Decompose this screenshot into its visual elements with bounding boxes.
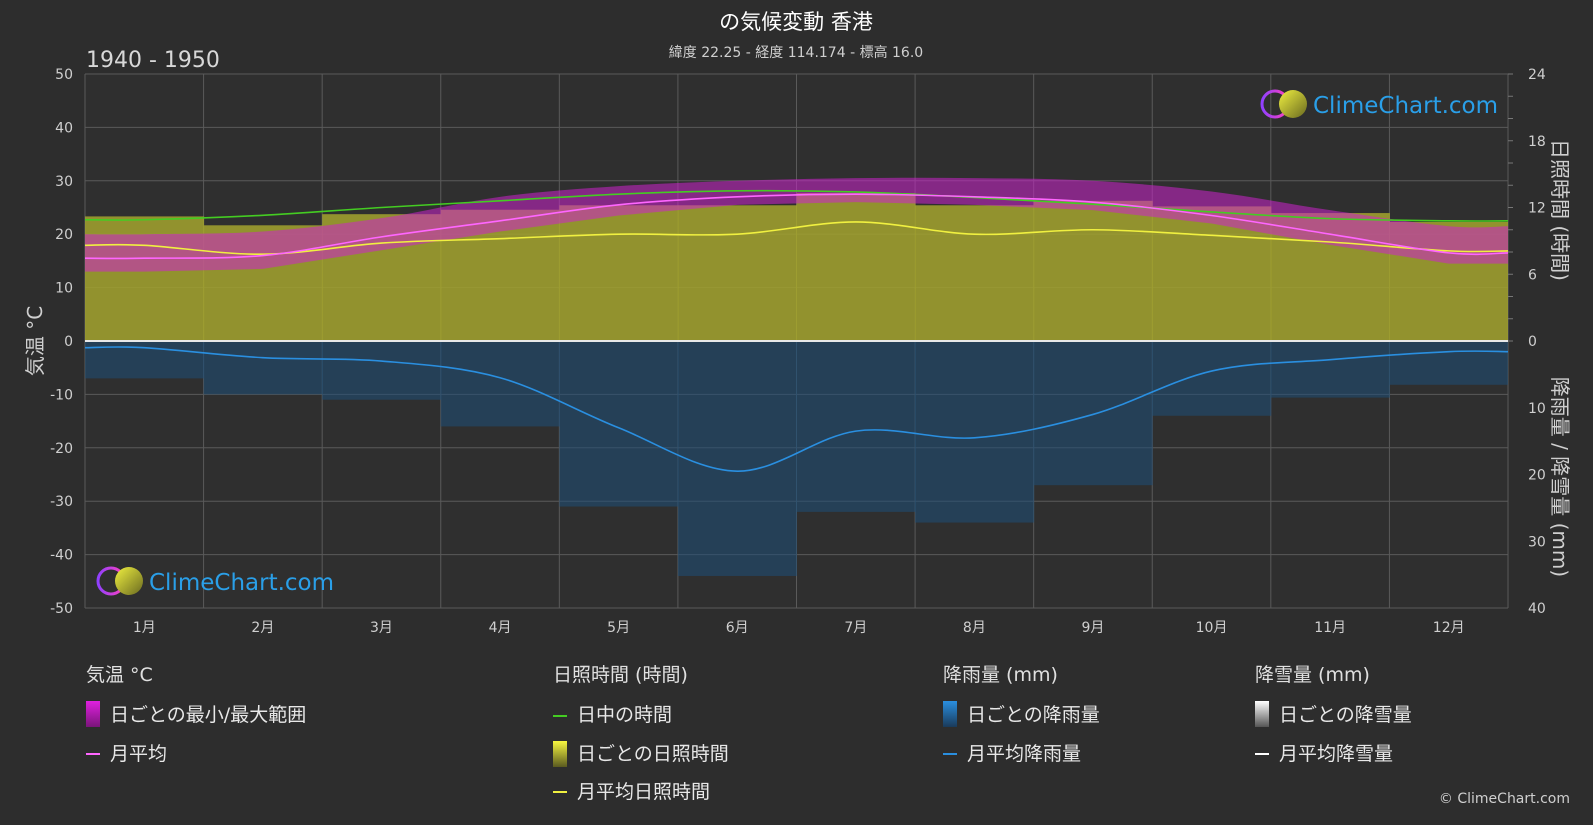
copyright: © ClimeChart.com xyxy=(1439,791,1570,807)
legend-snow: 降雪量 (mm) 日ごとの降雪量 月平均降雪量 xyxy=(1255,664,1412,765)
sun-tick-label: 24 xyxy=(1528,67,1546,83)
logo-sun-icon xyxy=(1279,90,1307,118)
watermark-text: ClimeChart.com xyxy=(1313,93,1498,119)
daylight-line xyxy=(85,189,1508,222)
rain-bar xyxy=(440,341,560,427)
right-bottom-axis-title: 降雨量 / 降雪量 (mm) xyxy=(1548,377,1572,577)
legend-temp: 気温 °C 日ごとの最小/最大範囲 月平均 xyxy=(86,664,306,765)
logo-sun-icon xyxy=(115,567,143,595)
sun-tick-label: 6 xyxy=(1528,267,1537,283)
rain-bar xyxy=(1152,341,1272,416)
legend-rain-avg-label: 月平均降雨量 xyxy=(967,743,1081,765)
sun-tick-label: 0 xyxy=(1528,334,1537,350)
rain-bar xyxy=(677,341,797,576)
temp-tick-label: 30 xyxy=(55,174,73,190)
legend-rain: 降雨量 (mm) 日ごとの降雨量 月平均降雨量 xyxy=(943,664,1100,765)
month-label: 2月 xyxy=(251,620,274,636)
chart-subtitle: 緯度 22.25 - 経度 114.174 - 標高 16.0 xyxy=(669,44,923,61)
temp-tick-label: 50 xyxy=(55,67,73,83)
legend-rain-daily-label: 日ごとの降雨量 xyxy=(967,704,1100,726)
legend-temp-avg-label: 月平均 xyxy=(110,743,167,765)
month-label: 1月 xyxy=(133,620,156,636)
sunshine-bar xyxy=(796,193,916,341)
month-label: 10月 xyxy=(1196,620,1228,636)
chart-title: の気候変動 香港 xyxy=(719,10,873,34)
temp-tick-label: -40 xyxy=(50,548,73,564)
precip-tick-label: 20 xyxy=(1528,468,1546,484)
sun-tick-label: 18 xyxy=(1528,134,1546,150)
data-layer xyxy=(85,177,1508,576)
legend-rain-daily-swatch xyxy=(943,701,957,727)
watermark-bottom: ClimeChart.com xyxy=(96,566,334,596)
period-label: 1940 - 1950 xyxy=(86,48,220,73)
sunshine-bar xyxy=(915,205,1035,341)
month-label: 7月 xyxy=(844,620,867,636)
sunshine-bar xyxy=(1033,200,1153,341)
left-axis-title: 気温 °C xyxy=(23,306,47,376)
sunshine-bar xyxy=(559,205,679,341)
temp-tick-label: 40 xyxy=(55,120,73,136)
month-label: 4月 xyxy=(489,620,512,636)
watermark-text: ClimeChart.com xyxy=(149,570,334,596)
precip-tick-label: 10 xyxy=(1528,401,1546,417)
temp-tick-label: -30 xyxy=(50,494,73,510)
rain-avg-line xyxy=(85,346,1508,472)
temp-tick-label: -50 xyxy=(50,601,73,617)
rain-bar xyxy=(1270,341,1390,398)
month-label: 11月 xyxy=(1314,620,1346,636)
temp-avg-line xyxy=(85,193,1508,260)
month-label: 12月 xyxy=(1433,620,1465,636)
legend-snow-daily-swatch xyxy=(1255,701,1269,727)
temp-tick-label: -10 xyxy=(50,387,73,403)
legend-sun-daily-swatch xyxy=(553,741,567,767)
temp-tick-label: 0 xyxy=(64,334,73,350)
legend-snow-header: 降雪量 (mm) xyxy=(1255,664,1370,686)
rain-bar xyxy=(796,341,916,512)
legend-daylight-label: 日中の時間 xyxy=(577,704,672,726)
month-label: 6月 xyxy=(726,620,749,636)
sun-tick-label: 12 xyxy=(1528,201,1546,217)
precip-tick-label: 40 xyxy=(1528,601,1546,617)
sunshine-bar xyxy=(677,205,797,341)
rain-bar xyxy=(559,341,679,507)
rain-bar xyxy=(322,341,442,400)
legend-temp-header: 気温 °C xyxy=(86,664,153,686)
watermark-top: ClimeChart.com xyxy=(1260,89,1498,119)
legend-snow-avg-label: 月平均降雪量 xyxy=(1279,743,1393,765)
axes: 50 40 30 20 10 0 -10 -20 -30 -40 -50 24 18 12 6 0 10 20 30… xyxy=(50,67,1546,636)
rain-bar xyxy=(1389,341,1508,385)
legend-temp-range-label: 日ごとの最小/最大範囲 xyxy=(110,704,306,726)
legend-temp-range-swatch xyxy=(86,701,100,727)
sunshine-avg-line xyxy=(85,221,1508,256)
legend-sun-avg-label: 月平均日照時間 xyxy=(577,781,710,803)
month-label: 3月 xyxy=(370,620,393,636)
rain-bar xyxy=(203,341,323,395)
temp-tick-label: 10 xyxy=(55,281,73,297)
legend-snow-daily-label: 日ごとの降雪量 xyxy=(1279,704,1412,726)
month-label: 9月 xyxy=(1081,620,1104,636)
temp-tick-label: 20 xyxy=(55,227,73,243)
temp-range-band xyxy=(85,177,1508,272)
month-label: 8月 xyxy=(963,620,986,636)
precip-tick-label: 30 xyxy=(1528,534,1546,550)
right-top-axis-title: 日照時間 (時間) xyxy=(1548,139,1572,281)
legend-sun-header: 日照時間 (時間) xyxy=(553,664,688,686)
rain-bar xyxy=(915,341,1035,523)
temp-tick-label: -20 xyxy=(50,441,73,457)
legend: 気温 °C 日ごとの最小/最大範囲 月平均 日照時間 (時間) 日中の時間 日ご… xyxy=(86,664,1412,803)
rain-bar xyxy=(1033,341,1153,486)
legend-sun-daily-label: 日ごとの日照時間 xyxy=(577,743,729,765)
legend-sun: 日照時間 (時間) 日中の時間 日ごとの日照時間 月平均日照時間 xyxy=(553,664,729,803)
legend-rain-header: 降雨量 (mm) xyxy=(943,664,1058,686)
month-label: 5月 xyxy=(607,620,630,636)
